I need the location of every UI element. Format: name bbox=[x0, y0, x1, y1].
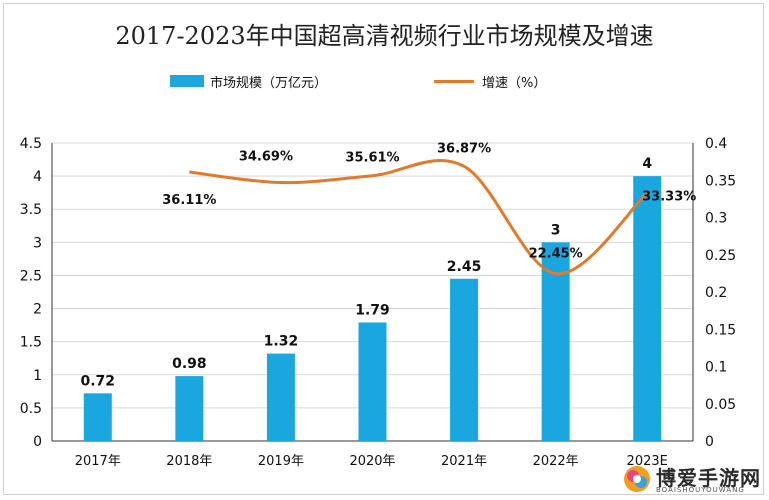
legend-item-line: 增速（%） bbox=[434, 70, 546, 92]
growth-rate-label: 33.33% bbox=[642, 190, 696, 205]
bar bbox=[541, 242, 570, 441]
bar-value-label: 1.32 bbox=[264, 334, 299, 350]
x-tick-label: 2019年 bbox=[258, 454, 304, 469]
y-left-tick-label: 0.5 bbox=[20, 401, 42, 417]
bar-value-label: 1.79 bbox=[355, 302, 390, 318]
y-right-tick-label: 0.15 bbox=[705, 322, 736, 338]
x-tick-label: 2021年 bbox=[441, 454, 487, 469]
watermark-logo-icon bbox=[624, 466, 650, 492]
y-left-tick-label: 2 bbox=[33, 302, 42, 318]
x-tick-label: 2022年 bbox=[533, 454, 579, 469]
y-right-tick-label: 0.3 bbox=[705, 211, 727, 227]
y-left-tick-label: 3.5 bbox=[20, 202, 42, 218]
x-tick-label: 2018年 bbox=[166, 454, 212, 469]
bar-value-label: 0.72 bbox=[81, 373, 116, 389]
bar-value-label: 2.45 bbox=[447, 259, 482, 275]
y-left-tick-label: 0 bbox=[33, 434, 42, 450]
growth-rate-label: 22.45% bbox=[529, 247, 583, 262]
y-left-tick-label: 3 bbox=[33, 235, 42, 251]
growth-rate-label: 36.11% bbox=[162, 193, 216, 208]
y-right-tick-label: 0 bbox=[705, 434, 714, 450]
y-right-tick-label: 0.1 bbox=[705, 360, 727, 376]
watermark-subtext: BOAISHOUYOUWANG bbox=[656, 486, 745, 494]
legend-line-label: 增速（%） bbox=[482, 75, 547, 91]
bar bbox=[450, 278, 479, 441]
x-tick-label: 2023E bbox=[627, 454, 668, 469]
bar-value-label: 4 bbox=[642, 156, 652, 172]
watermark: 博爱手游网 BOAISHOUYOUWANG bbox=[622, 458, 767, 498]
bar bbox=[633, 176, 662, 441]
legend-bar-swatch bbox=[170, 75, 204, 87]
legend: 市场规模（万亿元） 增速（%） bbox=[0, 70, 769, 92]
bar-value-label: 3 bbox=[551, 222, 561, 238]
y-right-tick-label: 0.4 bbox=[705, 136, 727, 152]
legend-bar-label: 市场规模（万亿元） bbox=[210, 75, 328, 91]
bar bbox=[266, 353, 295, 441]
y-right-tick-label: 0.25 bbox=[705, 248, 736, 264]
x-tick-label: 2020年 bbox=[349, 454, 395, 469]
bar bbox=[175, 376, 204, 441]
bar bbox=[358, 322, 387, 441]
y-left-tick-label: 1.5 bbox=[20, 335, 42, 351]
chart-frame bbox=[3, 3, 764, 495]
growth-rate-label: 35.61% bbox=[345, 151, 399, 166]
y-left-tick-label: 4.5 bbox=[20, 136, 42, 152]
y-right-tick-label: 0.2 bbox=[705, 285, 727, 301]
bar-value-label: 0.98 bbox=[172, 356, 207, 372]
growth-rate-label: 34.69% bbox=[239, 150, 293, 165]
y-left-tick-label: 4 bbox=[33, 169, 42, 185]
bar bbox=[83, 393, 112, 441]
legend-item-bar: 市场规模（万亿元） bbox=[170, 70, 327, 92]
y-right-tick-label: 0.35 bbox=[705, 173, 736, 189]
legend-line-swatch bbox=[434, 79, 474, 83]
y-left-tick-label: 1 bbox=[33, 368, 42, 384]
growth-rate-label: 36.87% bbox=[437, 141, 491, 156]
y-left-tick-label: 2.5 bbox=[20, 268, 42, 284]
chart-title: 2017-2023年中国超高清视频行业市场规模及增速 bbox=[115, 22, 654, 50]
growth-rate-line bbox=[189, 159, 649, 276]
x-tick-label: 2017年 bbox=[75, 454, 121, 469]
y-right-tick-label: 0.05 bbox=[705, 397, 736, 413]
watermark-text: 博爱手游网 bbox=[656, 466, 761, 490]
